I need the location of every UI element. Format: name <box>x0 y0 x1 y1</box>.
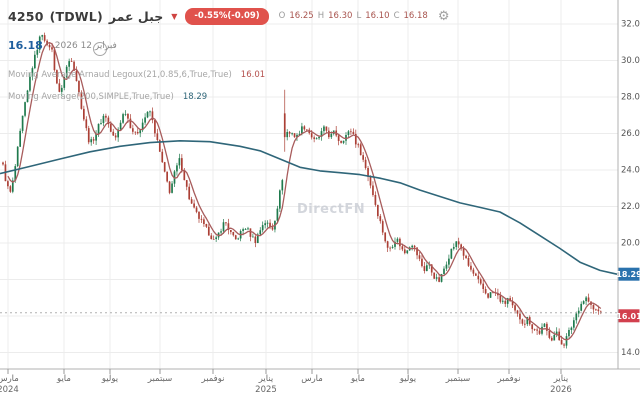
sma-value-badge <box>618 267 640 281</box>
down-candle-bodies <box>2 35 602 346</box>
y-axis-label: 26.00 <box>621 129 640 139</box>
symbol-market: (TDWL) <box>49 8 103 24</box>
y-axis-label: 22.00 <box>621 202 640 212</box>
alma-value-badge <box>618 309 640 323</box>
alma-line <box>7 42 602 341</box>
sma-value-badge-text: 18.29 <box>616 270 640 279</box>
y-axis-label: 32.00 <box>621 20 640 30</box>
y-axis-label: 14.00 <box>621 348 640 358</box>
x-axis-month-label: مايو <box>350 374 365 384</box>
price-date-row: 16.18 فبراير 12 2026 <box>8 39 117 52</box>
symbol-name: جبل عمر <box>108 8 164 24</box>
indicator-alma[interactable]: Moving Average Arnaud Legoux(21,0.85,6,T… <box>8 70 265 80</box>
gear-icon[interactable]: ⚙ <box>437 8 450 24</box>
indicator-alma-value: 16.01 <box>240 70 266 80</box>
high-value: 16.30 <box>328 11 353 22</box>
x-axis-month-label: مايو <box>56 374 71 384</box>
y-axis-label: 24.00 <box>621 166 640 176</box>
x-axis-month-label: يناير <box>553 374 569 384</box>
y-axis-label: 30.00 <box>621 56 640 66</box>
last-price-label: 16.18 <box>8 39 43 52</box>
x-axis-month-label: نوفمبر <box>497 374 521 384</box>
x-axis-year-label: 2025 <box>255 385 277 395</box>
alma-value-badge-text: 16.01 <box>616 312 640 321</box>
change-badge: -0.55%(-0.09) <box>185 8 269 25</box>
x-axis-month-label: يناير <box>258 374 274 384</box>
indicator-sma-value: 18.29 <box>182 92 208 102</box>
sma200-line <box>0 140 618 275</box>
chart-date: فبراير 12 2026 <box>54 40 117 51</box>
chart-header: 4250 (TDWL) جبل عمر ▼ -0.55%(-0.09) O 16… <box>8 8 450 25</box>
y-axis-label: 28.00 <box>621 93 640 103</box>
ohlc-strip: O 16.25 H 16.30 L 16.10 C 16.18 <box>279 11 428 21</box>
x-axis-month-label: مارس <box>0 374 19 384</box>
x-axis-year-label: 2024 <box>0 385 19 395</box>
close-value: 16.18 <box>403 11 428 22</box>
x-axis-month-label: نوفمبر <box>201 374 225 384</box>
indicator-sma-label: Moving Average(200,SIMPLE,True,True) <box>8 92 174 102</box>
y-axis-label: 20.00 <box>621 239 640 249</box>
high-label: H <box>317 11 325 22</box>
open-value: 16.25 <box>289 11 314 22</box>
close-label: C <box>393 11 400 22</box>
indicator-sma[interactable]: Moving Average(200,SIMPLE,True,True) 18.… <box>8 92 207 102</box>
x-axis-month-label: يوليو <box>101 374 119 384</box>
x-axis-month-label: مارس <box>301 374 323 384</box>
circle-icon <box>93 42 107 56</box>
indicator-alma-label: Moving Average Arnaud Legoux(21,0.85,6,T… <box>8 70 232 80</box>
up-candle-bodies <box>11 35 587 346</box>
low-value: 16.10 <box>365 11 390 22</box>
symbol-dropdown-icon[interactable]: ▼ <box>171 11 178 21</box>
symbol-code: 4250 <box>8 8 44 24</box>
watermark: DirectFN <box>297 202 366 217</box>
x-axis-month-label: سبتمبر <box>147 374 172 384</box>
x-axis-year-label: 2026 <box>550 385 572 395</box>
x-axis-month-label: يوليو <box>399 374 417 384</box>
x-axis-month-label: سبتمبر <box>445 374 470 384</box>
open-label: O <box>278 11 286 22</box>
low-label: L <box>356 11 362 22</box>
